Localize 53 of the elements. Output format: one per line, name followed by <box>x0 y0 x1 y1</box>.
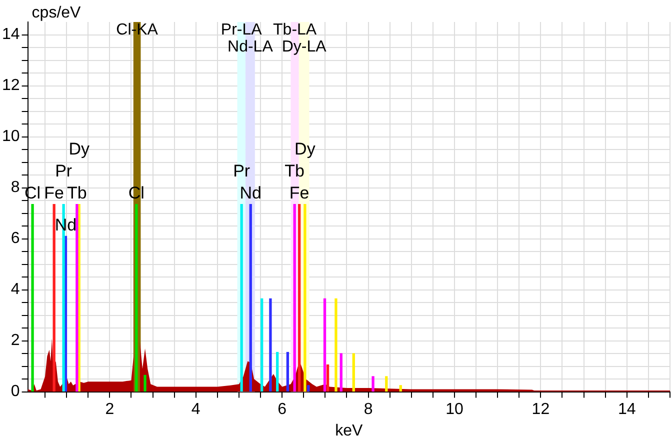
y-tick-label: 2 <box>10 332 20 350</box>
y-tick-label: 8 <box>10 179 20 196</box>
band-label: Pr-LA <box>220 21 262 38</box>
x-axis-title: keV <box>335 422 364 440</box>
y-axis-title: cps/eV <box>32 4 82 22</box>
annotation: Pr <box>233 162 250 181</box>
annotation: Fe <box>44 184 64 203</box>
bar <box>52 204 56 392</box>
bar <box>307 385 310 392</box>
bar <box>298 204 301 392</box>
annotation: Tb <box>284 162 305 181</box>
bar <box>352 353 355 392</box>
y-tick-label: 0 <box>10 383 20 400</box>
band-label: Nd-LA <box>228 38 274 56</box>
bar <box>326 364 330 392</box>
bar <box>269 298 272 392</box>
bar <box>323 298 326 392</box>
x-tick-label: 12 <box>532 400 550 418</box>
bar <box>372 376 374 392</box>
annotation: Nd <box>240 184 262 203</box>
annotation: Dy <box>294 140 316 159</box>
bar <box>135 204 138 392</box>
bar <box>340 353 342 392</box>
bar <box>276 352 279 392</box>
y-tick-label: 6 <box>10 230 20 248</box>
annotation: Dy <box>68 140 90 159</box>
x-tick-label: 8 <box>364 400 373 418</box>
y-tick-label: 10 <box>2 128 20 146</box>
bar <box>286 352 290 392</box>
x-tick-label: 14 <box>618 400 636 418</box>
x-tick-label: 4 <box>191 400 200 418</box>
bar <box>304 204 306 392</box>
band-label: Tb-LA <box>273 21 317 38</box>
x-tick-label: 10 <box>446 400 464 418</box>
bar <box>240 204 243 392</box>
annotation: Cl <box>128 184 144 203</box>
bar <box>385 376 388 392</box>
y-tick-label: 14 <box>2 26 20 44</box>
bar <box>334 298 338 392</box>
y-tick-label: 12 <box>2 77 20 94</box>
band-label: Dy-LA <box>282 38 327 56</box>
annotation: Tb <box>67 184 87 203</box>
bar <box>144 374 146 392</box>
bar <box>293 204 296 392</box>
bar <box>399 385 402 392</box>
annotation: Pr <box>55 162 72 181</box>
bar <box>260 298 264 392</box>
annotation: Fe <box>289 184 310 203</box>
x-tick-label: 6 <box>278 400 287 418</box>
bar <box>31 204 34 392</box>
y-tick-label: 4 <box>10 281 20 298</box>
x-tick-label: 2 <box>105 400 114 418</box>
bar <box>249 204 252 392</box>
